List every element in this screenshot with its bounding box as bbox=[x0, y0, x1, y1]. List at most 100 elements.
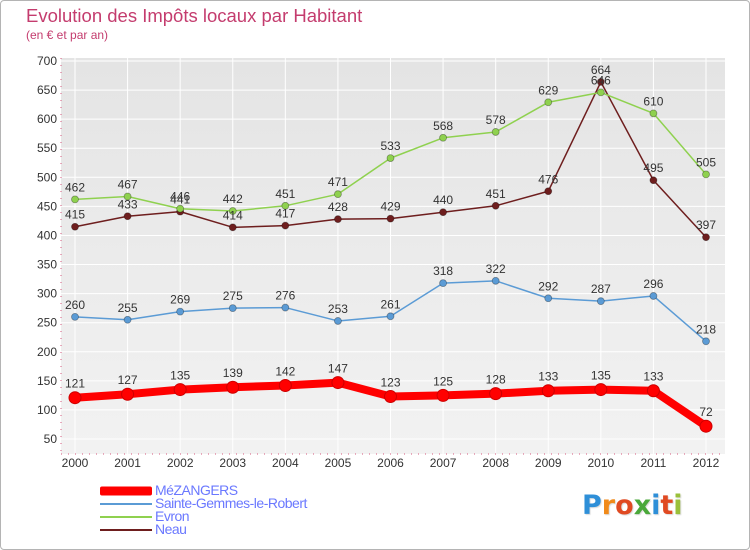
y-tick-label: 450 bbox=[37, 199, 57, 213]
data-label: 429 bbox=[380, 200, 400, 214]
data-point-3 bbox=[439, 208, 447, 217]
logo-letter: r bbox=[601, 490, 616, 521]
data-point-3 bbox=[491, 201, 500, 210]
x-tick-label: 2011 bbox=[641, 456, 667, 470]
data-label: 139 bbox=[223, 366, 243, 380]
x-tick-label: 2000 bbox=[62, 456, 89, 470]
data-point-0 bbox=[384, 390, 397, 404]
data-point-2 bbox=[123, 192, 132, 201]
data-label: 629 bbox=[538, 83, 558, 97]
y-tick-label: 250 bbox=[37, 316, 57, 330]
data-label: 397 bbox=[696, 218, 716, 232]
data-label: 318 bbox=[433, 264, 453, 278]
data-point-1 bbox=[386, 312, 395, 321]
y-tick-label: 600 bbox=[37, 112, 57, 126]
data-label: 578 bbox=[486, 113, 506, 127]
legend-label: Evron bbox=[155, 508, 190, 524]
data-label: 292 bbox=[538, 279, 558, 293]
data-point-1 bbox=[702, 337, 710, 346]
data-label: 568 bbox=[433, 119, 453, 133]
data-point-3 bbox=[71, 222, 79, 231]
y-tick-label: 650 bbox=[37, 83, 57, 97]
data-point-0 bbox=[331, 376, 345, 390]
data-point-1 bbox=[334, 317, 342, 325]
y-tick-label: 50 bbox=[44, 432, 58, 446]
data-label: 415 bbox=[65, 208, 85, 222]
data-label: 127 bbox=[118, 373, 138, 387]
data-point-3 bbox=[228, 223, 237, 232]
data-label: 142 bbox=[275, 364, 295, 378]
legend-swatch-evron bbox=[100, 515, 152, 518]
data-point-1 bbox=[544, 294, 553, 303]
data-label: 451 bbox=[486, 187, 506, 201]
data-label: 133 bbox=[643, 370, 663, 384]
data-point-3 bbox=[123, 212, 132, 221]
data-point-3 bbox=[334, 215, 342, 224]
y-tick-label: 550 bbox=[37, 141, 57, 155]
data-point-2 bbox=[702, 170, 710, 179]
data-point-1 bbox=[596, 297, 605, 306]
logo-letter: i bbox=[651, 490, 661, 521]
x-tick-label: 2005 bbox=[325, 456, 352, 470]
y-tick-label: 200 bbox=[37, 345, 57, 359]
x-tick-label: 2006 bbox=[377, 456, 404, 470]
data-point-3 bbox=[649, 176, 658, 185]
data-label: 440 bbox=[433, 193, 453, 207]
legend-label: Sainte-Gemmes-le-Robert bbox=[155, 495, 307, 511]
data-label: 417 bbox=[275, 207, 295, 221]
chart-subtitle: (en € et par an) bbox=[26, 28, 109, 42]
data-label: 133 bbox=[538, 370, 558, 384]
data-label: 218 bbox=[696, 322, 716, 336]
data-point-3 bbox=[544, 187, 553, 196]
logo-letter: o bbox=[615, 490, 634, 521]
x-tick-label: 2008 bbox=[482, 456, 509, 470]
data-label: 476 bbox=[538, 172, 558, 186]
y-tick-label: 150 bbox=[37, 374, 57, 388]
data-label: 462 bbox=[65, 180, 85, 194]
x-tick-label: 2012 bbox=[693, 456, 720, 470]
data-label: 471 bbox=[328, 175, 348, 189]
data-label: 428 bbox=[328, 200, 348, 214]
legend-swatch-sainte-gemmes bbox=[100, 502, 152, 505]
legend-label: MéZANGERS bbox=[155, 482, 238, 498]
data-label: 446 bbox=[170, 190, 190, 204]
data-point-2 bbox=[491, 128, 500, 136]
data-label: 261 bbox=[380, 297, 400, 311]
data-point-0 bbox=[173, 383, 187, 397]
data-point-2 bbox=[71, 195, 79, 204]
data-point-0 bbox=[436, 388, 450, 402]
data-label: 433 bbox=[118, 197, 138, 211]
logo-letter: x bbox=[633, 490, 652, 521]
data-label: 123 bbox=[380, 376, 400, 390]
data-label: 276 bbox=[275, 289, 295, 303]
data-label: 664 bbox=[591, 63, 611, 77]
data-point-1 bbox=[649, 292, 658, 300]
y-tick-label: 500 bbox=[37, 170, 57, 184]
data-label: 255 bbox=[118, 301, 138, 315]
data-label: 135 bbox=[591, 369, 611, 383]
data-point-2 bbox=[228, 207, 237, 215]
data-point-2 bbox=[649, 109, 658, 118]
data-point-1 bbox=[228, 304, 237, 313]
data-label: 253 bbox=[328, 302, 348, 316]
data-label: 296 bbox=[643, 277, 663, 291]
logo-letter: t bbox=[660, 490, 674, 521]
data-label: 533 bbox=[380, 139, 400, 153]
data-label: 260 bbox=[65, 298, 85, 312]
data-point-0 bbox=[646, 384, 660, 398]
data-label: 451 bbox=[275, 187, 295, 201]
data-point-0 bbox=[541, 384, 555, 398]
x-tick-label: 2009 bbox=[535, 456, 562, 470]
data-point-0 bbox=[121, 387, 135, 401]
data-point-3 bbox=[281, 221, 290, 230]
data-point-2 bbox=[439, 133, 447, 142]
data-point-1 bbox=[71, 312, 79, 321]
data-label: 467 bbox=[118, 177, 138, 191]
y-tick-label: 400 bbox=[37, 228, 57, 242]
x-tick-label: 2002 bbox=[167, 456, 194, 470]
x-tick-label: 2003 bbox=[219, 456, 246, 470]
data-label: 287 bbox=[591, 282, 611, 296]
data-label: 135 bbox=[170, 369, 190, 383]
data-label: 646 bbox=[591, 73, 611, 87]
